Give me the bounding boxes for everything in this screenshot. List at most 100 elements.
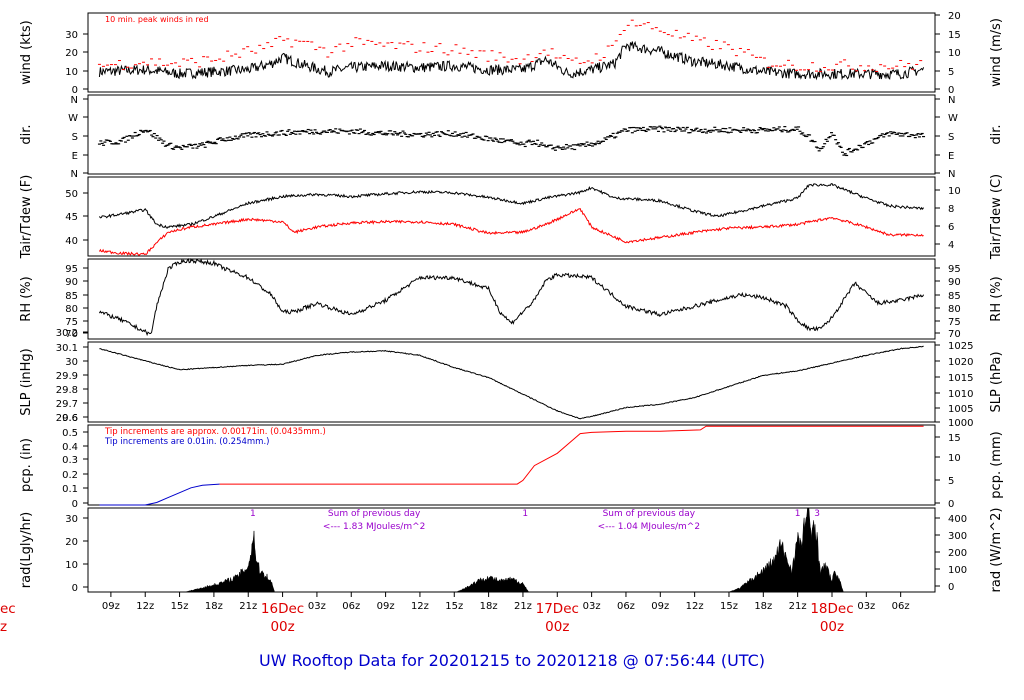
clipped-day-label-date: ec: [0, 601, 16, 617]
y-tick-label-left: 29.8: [56, 385, 78, 396]
wind-annotation: 10 min. peak winds in red: [105, 15, 209, 24]
y-axis-label-left: SLP (inHg): [19, 348, 34, 416]
y-tick-label-right: 70: [948, 329, 961, 340]
y-tick-label-right: 75: [948, 317, 961, 328]
y-axis-label-right: rad (W/m^2): [989, 508, 1004, 593]
y-tick-label-right: 1015: [948, 373, 973, 384]
series-line-tair_tdew: [98, 183, 925, 229]
y-tick-label-left: 70: [65, 329, 78, 340]
panel-frame: [87, 341, 936, 423]
y-tick-label-left: 90: [65, 277, 78, 288]
y-tick-label-right: E: [948, 151, 954, 162]
rad-annotation: Sum of previous day: [328, 509, 421, 519]
x-tick-label: 18z: [205, 601, 223, 612]
y-tick-label-left: 0.2: [62, 470, 78, 481]
day-label-time: 00z: [820, 619, 844, 635]
y-tick-label-left: 50: [65, 189, 78, 200]
y-tick-label-right: N: [948, 95, 955, 106]
rad-annotation: <--- 1.04 MJoules/m^2: [598, 522, 700, 532]
y-tick-label-right: 100: [948, 565, 967, 576]
y-tick-label-right: 10: [948, 453, 961, 464]
panel-slp: 29.6 29.7 29.8 29.9 30 30.1 30.2 1000 1005 1010 10…: [19, 328, 1004, 429]
y-tick-label-right: 95: [948, 264, 961, 275]
x-tick-label: 09z: [377, 601, 395, 612]
x-tick-label: 12z: [686, 601, 704, 612]
y-tick-label-right: 15: [948, 433, 961, 444]
x-tick-label: 03z: [583, 601, 601, 612]
y-tick-label-left: 29.6: [56, 413, 78, 424]
x-tick-label: 15z: [445, 601, 463, 612]
tip-annotation: Tip increments are 0.01in. (0.254mm.): [104, 437, 269, 447]
x-tick-label: 18z: [754, 601, 772, 612]
y-axis-label-left: rad(Lgly/hr): [19, 512, 34, 588]
x-tick-label: 15z: [171, 601, 189, 612]
day-label-time: 00z: [545, 619, 569, 635]
y-tick-label-left: 29.9: [56, 371, 78, 382]
y-tick-label-right: 200: [948, 548, 967, 559]
panel-wind: 0 10 20 30 0 5 10 15 20 wind (kts) wind (m/s) 10 mi…: [19, 11, 1004, 96]
y-tick-label-left: 30: [65, 357, 78, 368]
x-tick-label: 21z: [514, 601, 532, 612]
y-tick-label-left: 20: [65, 48, 78, 59]
y-tick-label-right: 15: [948, 30, 961, 41]
y-tick-label-left: N: [71, 169, 78, 180]
y-tick-label-left: 45: [65, 212, 78, 223]
y-tick-label-left: 30: [65, 30, 78, 41]
y-tick-label-right: 300: [948, 531, 967, 542]
y-tick-label-right: N: [948, 169, 955, 180]
x-tick-label: 12z: [136, 601, 154, 612]
y-tick-label-right: 20: [948, 11, 961, 22]
panel-frame: [87, 12, 936, 93]
y-tick-label-left: E: [72, 151, 78, 162]
y-tick-label-left: 0.3: [62, 455, 78, 466]
panel-tair_tdew: 40 45 50 4 6 8 10 Tair/Tdew (F) Tair/Tdew (C): [19, 174, 1004, 260]
x-tick-label: 06z: [892, 601, 910, 612]
y-tick-label-left: 80: [65, 304, 78, 315]
series-line-slp: [99, 345, 924, 420]
y-tick-label-left: 95: [65, 264, 78, 275]
x-tick-label: 12z: [411, 601, 429, 612]
y-tick-label-right: 1025: [948, 341, 973, 352]
y-axis-label-left: RH (%): [19, 276, 34, 321]
x-tick-label: 06z: [342, 601, 360, 612]
y-tick-label-right: W: [948, 113, 958, 124]
y-tick-label-right: S: [948, 132, 954, 143]
y-tick-label-right: 4: [948, 240, 954, 251]
y-tick-label-right: 10: [948, 48, 961, 59]
y-tick-label-right: 8: [948, 204, 954, 215]
x-tick-label: 03z: [857, 601, 875, 612]
y-axis-label-right: dir.: [989, 124, 1004, 144]
panel-frame: [87, 424, 936, 506]
panel-frame: [87, 258, 936, 340]
rad-annotation: <--- 1.83 MJoules/m^2: [323, 522, 425, 532]
x-tick-label: 03z: [308, 601, 326, 612]
y-axis-label-right: SLP (hPa): [989, 351, 1004, 412]
y-tick-label-left: S: [72, 132, 78, 143]
y-tick-label-left: W: [68, 113, 78, 124]
rad-annotation: 1: [795, 509, 801, 519]
y-tick-label-left: 29.7: [56, 399, 78, 410]
y-axis-label-left: dir.: [19, 124, 34, 144]
y-tick-label-right: 80: [948, 304, 961, 315]
y-tick-label-right: 6: [948, 222, 954, 233]
y-tick-label-left: 0: [72, 499, 78, 510]
y-tick-label-right: 1020: [948, 357, 973, 368]
y-axis-label-left: wind (kts): [19, 20, 34, 84]
series-line-pcp: [99, 483, 220, 506]
y-tick-label-right: 85: [948, 291, 961, 302]
x-tick-label: 09z: [651, 601, 669, 612]
x-tick-label: 21z: [239, 601, 257, 612]
panel-frame: [87, 94, 936, 175]
y-tick-label-right: 0: [948, 85, 954, 96]
y-axis-label-right: pcp. (mm): [989, 431, 1004, 498]
y-tick-label-right: 1000: [948, 418, 973, 429]
y-tick-label-left: 0: [72, 583, 78, 594]
y-tick-label-left: 30.2: [56, 328, 78, 339]
x-tick-label: 06z: [617, 601, 635, 612]
y-tick-label-left: 0.5: [62, 428, 78, 439]
rad-annotation: Sum of previous day: [603, 509, 696, 519]
y-tick-label-right: 5: [948, 67, 954, 78]
